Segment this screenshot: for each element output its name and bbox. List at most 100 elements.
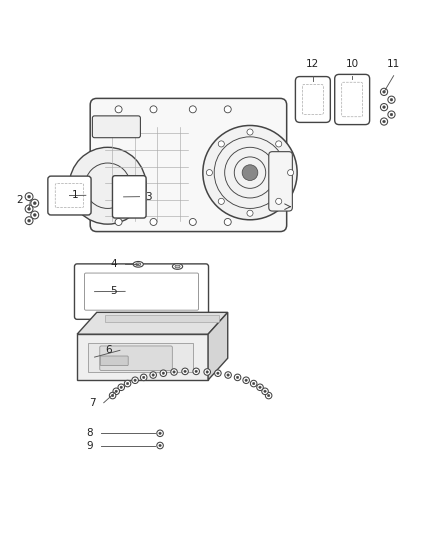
Polygon shape (88, 343, 193, 372)
FancyBboxPatch shape (342, 82, 363, 117)
Text: 4: 4 (111, 260, 117, 269)
Circle shape (150, 106, 157, 113)
Circle shape (195, 370, 198, 373)
Circle shape (383, 106, 385, 109)
Circle shape (243, 377, 249, 384)
Circle shape (206, 371, 208, 373)
Circle shape (268, 394, 270, 397)
Circle shape (118, 384, 124, 391)
Circle shape (115, 106, 122, 113)
Circle shape (142, 376, 145, 378)
Circle shape (25, 217, 33, 224)
Circle shape (189, 106, 196, 113)
Circle shape (126, 382, 129, 385)
Circle shape (264, 390, 266, 392)
FancyBboxPatch shape (335, 75, 370, 125)
Circle shape (162, 372, 165, 375)
Circle shape (381, 103, 388, 111)
Polygon shape (106, 314, 219, 322)
Circle shape (25, 193, 33, 200)
FancyBboxPatch shape (92, 116, 141, 138)
Ellipse shape (133, 262, 143, 267)
FancyBboxPatch shape (295, 77, 330, 123)
Circle shape (234, 374, 241, 381)
Circle shape (259, 386, 261, 389)
Circle shape (203, 125, 297, 220)
Text: 12: 12 (306, 59, 319, 69)
Circle shape (276, 198, 282, 204)
Circle shape (215, 370, 221, 376)
Circle shape (388, 96, 395, 103)
Circle shape (31, 211, 39, 219)
Circle shape (383, 120, 385, 123)
Ellipse shape (175, 265, 180, 268)
Circle shape (28, 219, 31, 222)
Text: 11: 11 (387, 59, 400, 69)
Circle shape (206, 169, 212, 176)
Circle shape (265, 392, 272, 399)
Circle shape (159, 432, 161, 434)
FancyBboxPatch shape (74, 264, 208, 319)
Circle shape (227, 374, 230, 376)
Circle shape (141, 374, 147, 381)
Circle shape (390, 113, 393, 116)
Circle shape (28, 207, 31, 211)
Circle shape (381, 88, 388, 95)
Circle shape (276, 141, 282, 147)
Circle shape (31, 199, 39, 207)
Circle shape (150, 219, 157, 225)
Circle shape (193, 368, 199, 375)
Circle shape (120, 386, 123, 389)
Circle shape (25, 205, 33, 213)
FancyBboxPatch shape (113, 176, 146, 218)
FancyBboxPatch shape (100, 356, 128, 366)
Circle shape (134, 379, 136, 382)
Circle shape (217, 372, 219, 375)
Circle shape (33, 214, 36, 216)
Polygon shape (208, 312, 228, 380)
Circle shape (257, 384, 263, 391)
Circle shape (115, 390, 117, 392)
Circle shape (224, 219, 231, 225)
Text: 7: 7 (89, 398, 96, 408)
Circle shape (33, 201, 36, 205)
Circle shape (252, 382, 255, 385)
FancyBboxPatch shape (85, 273, 198, 310)
FancyBboxPatch shape (55, 183, 84, 207)
FancyBboxPatch shape (302, 84, 323, 115)
Text: 1: 1 (71, 190, 78, 200)
Circle shape (218, 141, 224, 147)
Circle shape (182, 368, 188, 375)
Circle shape (247, 129, 253, 135)
Circle shape (110, 392, 116, 399)
Circle shape (225, 372, 231, 378)
Circle shape (251, 380, 257, 387)
Circle shape (390, 99, 393, 101)
Circle shape (381, 118, 388, 125)
Text: 3: 3 (145, 192, 152, 201)
Circle shape (224, 106, 231, 113)
Circle shape (160, 370, 166, 376)
Text: 10: 10 (346, 59, 359, 69)
FancyBboxPatch shape (90, 99, 287, 231)
Text: 8: 8 (87, 429, 93, 438)
FancyBboxPatch shape (100, 346, 172, 370)
Ellipse shape (136, 263, 141, 266)
Circle shape (383, 91, 385, 93)
Circle shape (124, 380, 131, 387)
Circle shape (288, 169, 293, 176)
Circle shape (150, 372, 156, 378)
Circle shape (262, 388, 268, 394)
Circle shape (111, 394, 114, 397)
Circle shape (189, 219, 196, 225)
Text: 5: 5 (111, 286, 117, 296)
Circle shape (113, 388, 120, 394)
Circle shape (115, 219, 122, 225)
FancyBboxPatch shape (269, 152, 292, 211)
Circle shape (171, 369, 177, 375)
Circle shape (157, 430, 163, 437)
Ellipse shape (173, 264, 183, 269)
Circle shape (204, 369, 211, 375)
Circle shape (132, 377, 138, 384)
Circle shape (152, 374, 154, 376)
